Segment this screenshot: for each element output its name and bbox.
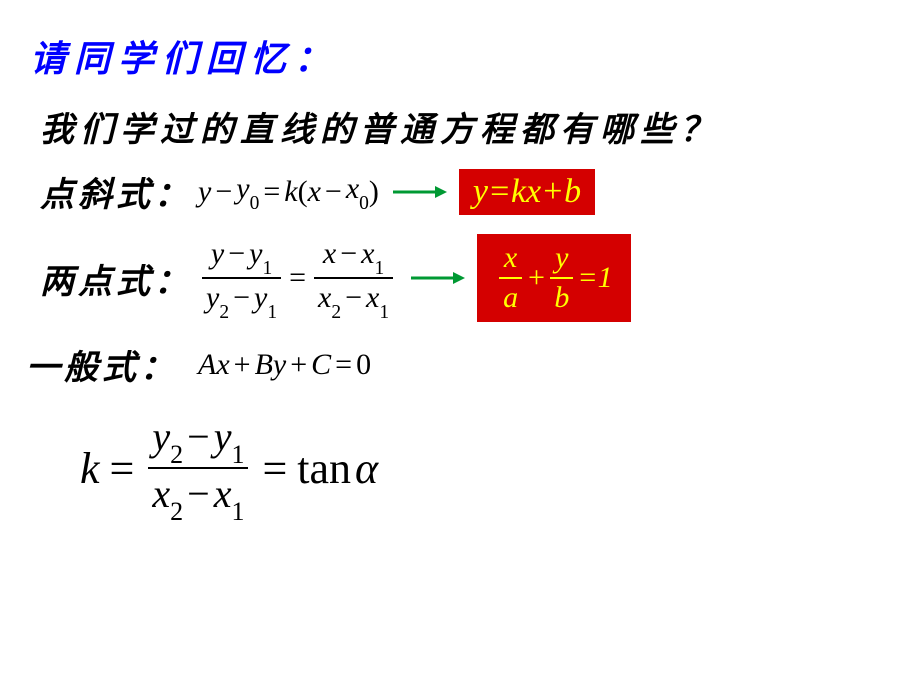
frac-yb: y b xyxy=(550,240,573,316)
frac-slope: y2−y1 x2−x1 xyxy=(148,413,248,523)
label-two-point: 两点式： xyxy=(40,254,192,303)
highlight-slope-intercept: y = kx + b xyxy=(459,169,595,215)
var-x-g: x xyxy=(216,348,229,382)
op-eq-int: = xyxy=(577,261,597,295)
op-minus-2: − xyxy=(321,175,346,209)
eq-slope: k = y2−y1 x2−x1 = tan α xyxy=(80,413,378,523)
op-minus: − xyxy=(211,175,236,209)
var-b-r: b xyxy=(564,173,581,211)
op-eq: = xyxy=(259,175,284,209)
var-y-r: y xyxy=(473,173,488,211)
question-text: 我们学过的直线的普通方程都有哪些？ xyxy=(40,102,900,151)
row-two-point: 两点式： y−y1 y2−y1 = x−x1 x2−x1 xyxy=(40,234,900,322)
var-alpha: α xyxy=(355,443,378,494)
rparen: ) xyxy=(369,175,379,209)
arrow-icon-2 xyxy=(409,268,465,288)
header-text: 请同学们回忆： xyxy=(30,30,900,82)
eq-point-slope: y − y0 = k ( x − x0 ) xyxy=(198,172,379,211)
var-y: y xyxy=(198,175,211,209)
fn-tan: tan xyxy=(297,443,351,494)
op-eq-s1: = xyxy=(100,443,145,494)
var-y-g: y xyxy=(273,348,286,382)
frac-right: x−x1 x2−x1 xyxy=(314,236,393,321)
var-A: A xyxy=(198,348,216,382)
arrow-icon-1 xyxy=(391,182,447,202)
row-point-slope: 点斜式： y − y0 = k ( x − x0 ) y = kx + b xyxy=(40,167,900,216)
var-x-r: x xyxy=(526,173,541,211)
frac-xa: x a xyxy=(499,240,522,316)
op-plus-g2: + xyxy=(286,348,311,382)
eq-general: Ax + By + C = 0 xyxy=(198,348,371,382)
op-eq-tp: = xyxy=(285,261,310,295)
highlight-intercept-form: x a + y b = 1 xyxy=(477,234,631,322)
op-plus-g1: + xyxy=(230,348,255,382)
num-one: 1 xyxy=(598,261,613,295)
op-eq-g: = xyxy=(331,348,356,382)
op-eq-s2: = xyxy=(252,443,297,494)
var-k: k xyxy=(284,175,297,209)
lparen: ( xyxy=(298,175,308,209)
slide-content: 请同学们回忆： 我们学过的直线的普通方程都有哪些？ 点斜式： y − y0 = … xyxy=(0,0,920,571)
var-x: x xyxy=(308,175,321,209)
num-zero: 0 xyxy=(356,348,371,382)
eq-two-point: y−y1 y2−y1 = x−x1 x2−x1 xyxy=(198,236,397,321)
frac-left: y−y1 y2−y1 xyxy=(202,236,281,321)
var-y0: y0 xyxy=(236,172,259,211)
var-k-r: k xyxy=(511,173,526,211)
row-slope: k = y2−y1 x2−x1 = tan α xyxy=(80,413,900,523)
op-eq-r: = xyxy=(488,173,511,211)
label-general: 一般式： xyxy=(26,340,178,389)
var-k-s: k xyxy=(80,443,100,494)
var-B: B xyxy=(255,348,273,382)
var-C: C xyxy=(311,348,331,382)
label-point-slope: 点斜式： xyxy=(40,167,192,216)
op-plus-int: + xyxy=(526,261,546,295)
op-plus-r: + xyxy=(541,173,564,211)
var-x0: x0 xyxy=(346,172,369,211)
row-general: 一般式： Ax + By + C = 0 xyxy=(26,340,900,389)
